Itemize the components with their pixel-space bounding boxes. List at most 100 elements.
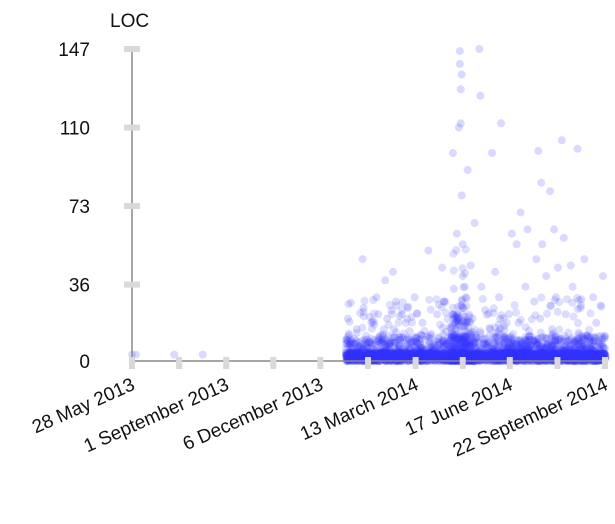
data-point xyxy=(426,353,435,362)
data-point xyxy=(435,350,444,359)
data-point xyxy=(548,341,556,350)
data-point xyxy=(453,355,462,364)
data-point xyxy=(530,351,539,360)
data-point xyxy=(387,333,396,342)
data-point xyxy=(534,338,543,347)
data-point xyxy=(548,340,557,349)
data-point xyxy=(483,353,492,362)
data-point xyxy=(524,332,533,341)
data-point xyxy=(383,342,392,351)
data-point xyxy=(486,350,495,359)
data-point xyxy=(361,348,370,357)
data-point xyxy=(555,350,564,359)
data-point xyxy=(432,353,441,362)
data-point xyxy=(510,348,519,356)
data-point xyxy=(418,331,427,340)
data-point xyxy=(500,349,509,358)
data-point xyxy=(551,332,560,341)
data-point xyxy=(522,353,531,362)
y-ticks: 0 36 73 110 147 xyxy=(58,40,140,373)
data-point xyxy=(541,346,550,355)
data-point xyxy=(349,348,358,357)
data-point xyxy=(586,309,595,318)
data-point xyxy=(358,255,367,264)
data-point xyxy=(518,349,526,358)
data-point xyxy=(496,347,505,356)
data-point xyxy=(493,354,502,362)
data-point xyxy=(523,344,532,353)
data-point xyxy=(457,70,466,79)
data-point xyxy=(501,335,510,344)
data-point xyxy=(594,353,603,362)
data-point xyxy=(380,347,389,356)
data-point xyxy=(380,353,389,362)
data-point xyxy=(539,353,548,362)
data-point xyxy=(516,208,525,217)
data-point xyxy=(525,355,534,364)
data-point xyxy=(343,314,352,323)
data-point xyxy=(566,340,575,349)
data-point xyxy=(433,344,442,353)
data-point xyxy=(568,347,577,356)
data-point xyxy=(346,298,355,307)
data-point xyxy=(361,337,370,346)
data-point xyxy=(513,349,522,358)
data-point xyxy=(389,356,398,364)
data-point xyxy=(431,351,440,359)
data-point xyxy=(476,91,485,100)
data-point xyxy=(514,356,523,365)
data-point xyxy=(342,336,351,345)
data-point xyxy=(597,302,606,311)
data-point xyxy=(418,343,427,351)
data-point xyxy=(466,347,475,356)
data-point xyxy=(548,342,557,351)
data-point xyxy=(578,342,586,351)
data-point xyxy=(580,341,589,350)
data-point xyxy=(562,350,571,359)
data-point xyxy=(354,338,363,347)
data-point xyxy=(515,343,524,352)
data-point xyxy=(447,334,456,343)
data-point xyxy=(452,229,461,238)
data-point xyxy=(477,345,486,354)
data-point xyxy=(410,348,419,357)
data-point xyxy=(399,350,408,359)
data-point xyxy=(479,334,488,343)
data-point xyxy=(362,331,371,340)
data-point xyxy=(530,337,539,346)
data-point xyxy=(516,337,525,346)
data-point xyxy=(351,352,359,361)
data-point xyxy=(525,342,534,351)
data-point xyxy=(437,303,446,312)
data-point xyxy=(516,336,525,345)
data-point xyxy=(486,348,495,357)
data-point xyxy=(417,348,426,357)
data-point xyxy=(554,333,563,342)
data-point xyxy=(365,347,374,356)
data-point xyxy=(581,345,590,354)
data-point xyxy=(505,345,514,353)
data-point xyxy=(552,346,561,354)
data-point xyxy=(372,356,381,365)
data-point xyxy=(526,348,535,357)
data-point xyxy=(345,350,354,359)
data-point xyxy=(537,293,546,302)
data-point xyxy=(517,340,526,349)
data-point xyxy=(544,339,553,348)
data-point xyxy=(563,336,572,345)
data-point xyxy=(342,348,350,357)
data-point xyxy=(560,348,569,357)
data-point xyxy=(500,332,509,341)
data-point xyxy=(376,339,385,348)
data-point xyxy=(438,323,447,332)
data-point xyxy=(485,323,494,332)
data-point xyxy=(518,338,527,347)
data-point xyxy=(429,346,438,354)
data-point xyxy=(365,344,374,353)
data-point xyxy=(362,350,371,359)
data-point xyxy=(534,334,543,343)
data-point xyxy=(516,348,525,357)
data-point xyxy=(573,353,582,362)
data-point xyxy=(466,342,475,351)
